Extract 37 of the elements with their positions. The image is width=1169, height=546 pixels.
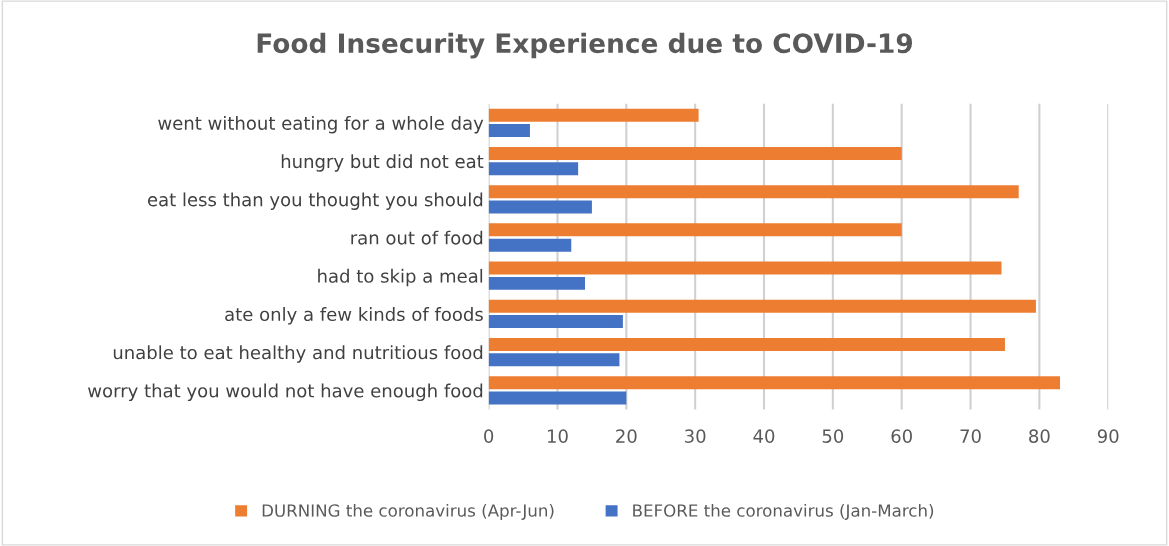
x-tick-label: 10 (547, 429, 568, 443)
y-tick-label: worry that you would not have enough food (88, 383, 483, 401)
bar (488, 238, 572, 252)
x-tick-label: 60 (891, 429, 912, 443)
x-tick-label: 80 (1029, 429, 1050, 443)
bar (488, 391, 627, 405)
y-tick-label: ran out of food (351, 230, 483, 245)
bar (488, 276, 586, 290)
bar (488, 124, 530, 137)
bar (488, 315, 623, 329)
y-tick-label: eat less than you thought you should (147, 192, 483, 210)
x-tick-label: 30 (685, 429, 706, 443)
x-tick-label: 70 (960, 429, 981, 443)
bar (488, 223, 902, 237)
x-tick-label: 40 (753, 429, 775, 443)
y-tick-label: ate only a few kinds of foods (225, 307, 483, 325)
x-tick-label: 20 (616, 429, 637, 443)
bar (488, 376, 1061, 390)
bar (488, 261, 1002, 275)
y-tick-label: unable to eat healthy and nutritious food (113, 345, 483, 363)
bar (488, 108, 699, 122)
bar (488, 353, 620, 367)
bar (488, 338, 1005, 352)
bar (488, 146, 902, 160)
y-tick-label: hungry but did not eat (281, 154, 484, 172)
bar (488, 162, 579, 176)
bar (488, 185, 1019, 199)
x-tick-label: 50 (822, 429, 844, 443)
chart-title: Food Insecurity Experience due to COVID-19 (257, 32, 913, 59)
y-tick-label: had to skip a meal (318, 268, 483, 287)
legend-label: BEFORE the coronavirus (Jan-March) (633, 503, 934, 520)
y-tick-label: went without eating for a whole day (158, 115, 484, 134)
x-tick-label: 0 (484, 429, 494, 443)
bar (488, 200, 592, 214)
bar (488, 299, 1036, 313)
x-tick-label: 90 (1097, 429, 1119, 443)
legend-label: DURNING the coronavirus (Apr-Jun) (262, 503, 554, 521)
